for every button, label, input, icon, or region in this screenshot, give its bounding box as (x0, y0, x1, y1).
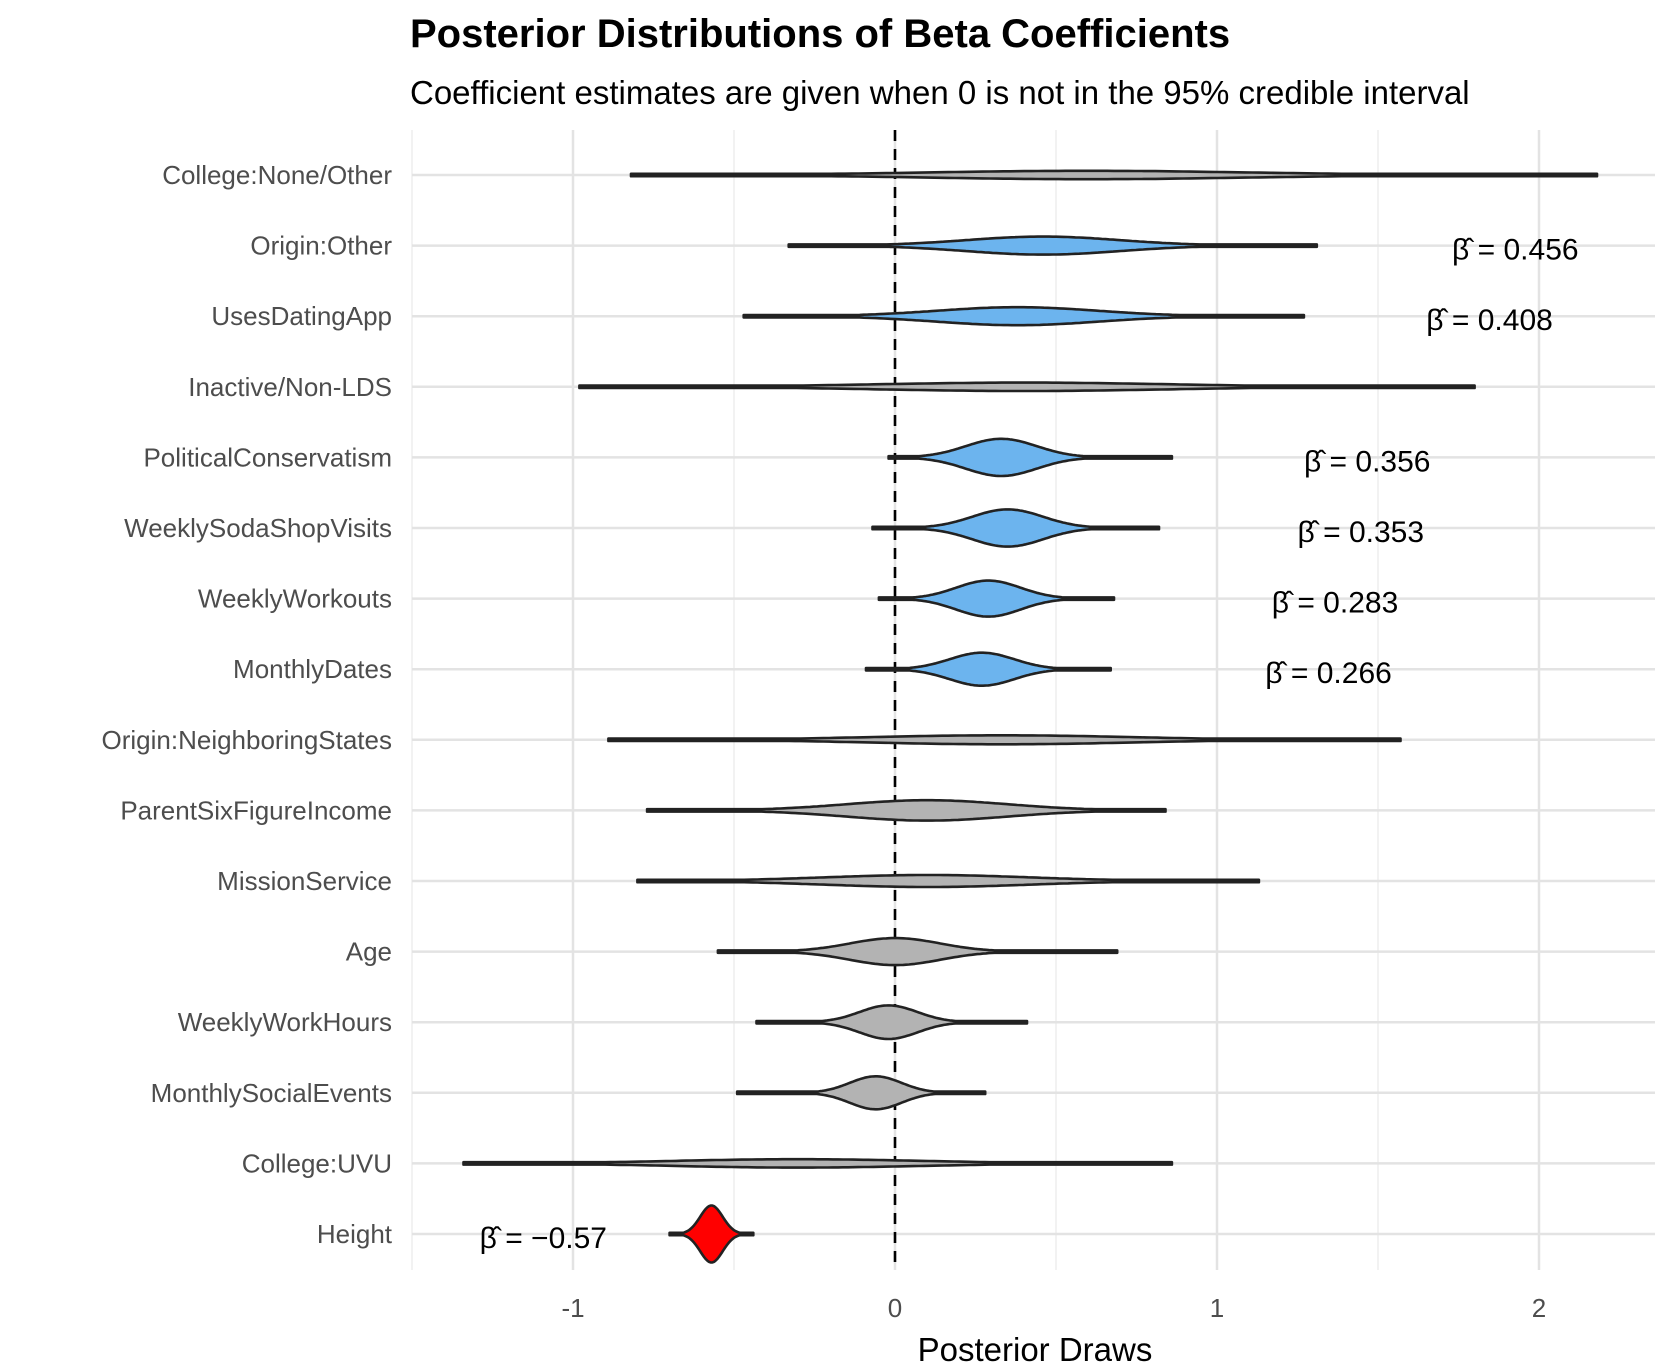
grid-lines (411, 130, 1655, 1270)
violins (462, 169, 1599, 1264)
violin-parentsixfigureincome (645, 798, 1167, 822)
y-tick-label: Origin:NeighboringStates (102, 725, 393, 755)
violin-inactive-non-lds (578, 381, 1476, 393)
violin-college-none-other (629, 169, 1599, 181)
violin-weeklysodashopvisits (871, 508, 1161, 548)
beta-estimate-annotation: β̂ = 0.356 (1304, 445, 1431, 478)
chart-title: Posterior Distributions of Beta Coeffici… (410, 12, 1231, 56)
violin-college-uvu (462, 1157, 1174, 1169)
y-tick-label: UsesDatingApp (211, 301, 392, 331)
beta-estimate-annotation: β̂ = 0.456 (1452, 234, 1579, 267)
y-tick-label: MonthlySocialEvents (151, 1078, 392, 1108)
x-tick-label: 2 (1532, 1293, 1546, 1323)
chart-subtitle: Coefficient estimates are given when 0 i… (410, 74, 1470, 111)
y-tick-label: WeeklySodaShopVisits (124, 513, 392, 543)
y-tick-label: Age (346, 937, 392, 967)
x-tick-label: 0 (888, 1293, 902, 1323)
beta-estimate-annotation: β̂ = −0.57 (480, 1222, 607, 1255)
y-tick-label: WeeklyWorkHours (178, 1007, 392, 1037)
violin-politicalconservatism (887, 437, 1174, 478)
violin-weeklyworkouts (877, 579, 1116, 618)
violin-monthlysocialevents (735, 1075, 987, 1111)
violin-height (668, 1204, 755, 1264)
x-tick-label: -1 (561, 1293, 584, 1323)
violin-weeklyworkhours (755, 1004, 1029, 1041)
y-tick-label: Inactive/Non-LDS (188, 372, 392, 402)
violin-origin-neighboringstates (607, 734, 1402, 746)
y-tick-label: MissionService (217, 866, 392, 896)
y-tick-label: Origin:Other (250, 231, 392, 261)
y-tick-label: PoliticalConservatism (143, 442, 392, 472)
violin-age (716, 936, 1119, 967)
x-axis-labels: -1 0 1 2 (561, 1293, 1546, 1323)
violin-missionservice (636, 873, 1261, 889)
violin-monthlydates (864, 651, 1112, 687)
violin-origin-other (787, 235, 1319, 256)
y-tick-label: ParentSixFigureIncome (120, 795, 392, 825)
y-tick-label: College:UVU (242, 1148, 392, 1178)
y-tick-label: College:None/Other (162, 160, 392, 190)
y-tick-label: Height (317, 1219, 393, 1249)
y-axis-labels: College:None/Other Origin:Other UsesDating… (102, 160, 393, 1249)
beta-estimate-annotation: β̂ = 0.283 (1272, 587, 1399, 620)
annotations: β̂ = 0.456 β̂ = 0.408 β̂ = 0.356 β̂ = 0.353… (480, 234, 1579, 1255)
beta-estimate-annotation: β̂ = 0.266 (1265, 657, 1392, 690)
y-tick-label: MonthlyDates (233, 654, 392, 684)
violin-usesdatingapp (742, 305, 1306, 327)
x-axis-title: Posterior Draws (918, 1331, 1153, 1368)
x-tick-label: 1 (1210, 1293, 1224, 1323)
beta-estimate-annotation: β̂ = 0.408 (1426, 304, 1553, 337)
beta-estimate-annotation: β̂ = 0.353 (1298, 516, 1425, 549)
y-tick-label: WeeklyWorkouts (198, 584, 392, 614)
